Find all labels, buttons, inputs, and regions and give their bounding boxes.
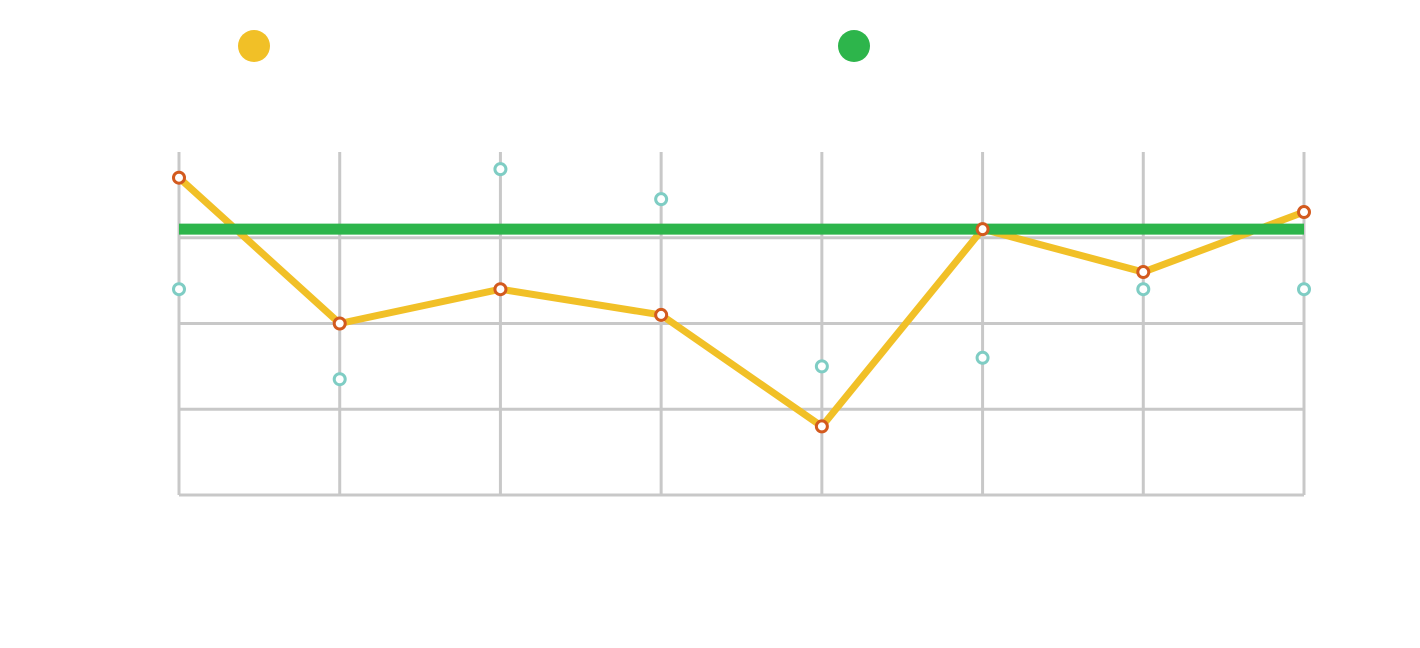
series-3-point [332,372,347,387]
series-layer [176,175,1306,432]
points-layer [172,162,1311,434]
series-1-line [176,175,1306,432]
grid [177,152,1306,497]
series-1-point [332,316,347,331]
series-1-point [172,170,186,185]
series-1-point [975,222,990,237]
series-3-point [493,162,508,177]
series-1-point [493,282,508,297]
series-1-point [814,419,829,434]
series-3-point [1297,282,1311,297]
legend-marker-1 [238,30,270,62]
series-3-point [172,282,186,297]
series-3-point [975,350,990,365]
series-3-point [814,359,829,374]
series-1-point [654,307,669,322]
series-1-point [1297,205,1311,220]
legend [238,30,870,62]
legend-marker-2 [838,30,870,62]
series-3-point [654,192,669,207]
series-3-point [1136,282,1151,297]
series-1-point [1136,265,1151,280]
